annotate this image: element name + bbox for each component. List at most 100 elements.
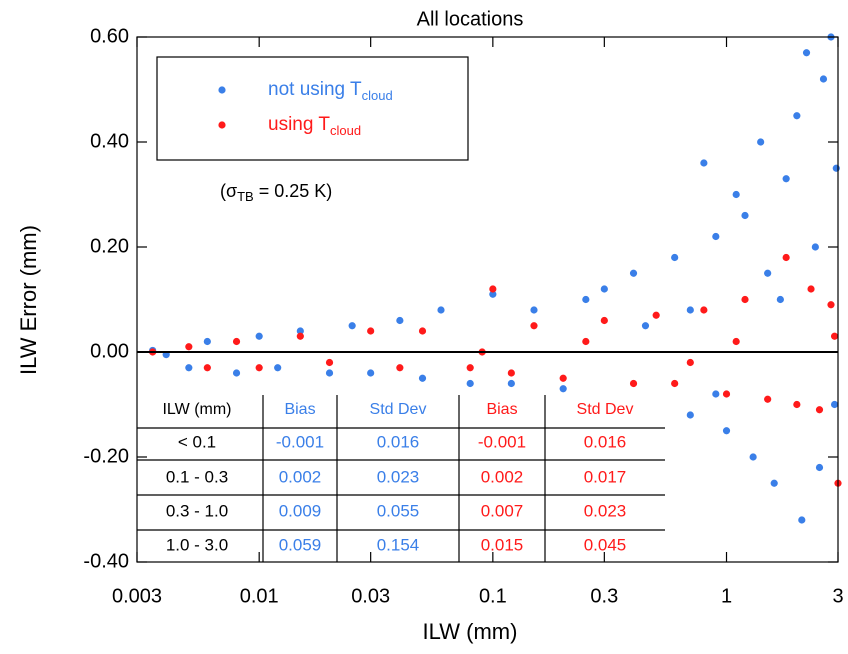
table-cell: 0.017: [584, 467, 627, 486]
point: [782, 175, 790, 183]
point: [827, 301, 835, 309]
point: [255, 364, 263, 372]
legend-subscript: cloud: [362, 88, 393, 103]
table-cell: 0.045: [584, 535, 627, 554]
table-cell: 0.023: [584, 501, 627, 520]
legend-text: using T: [268, 114, 330, 135]
points: [137, 33, 842, 524]
point: [274, 364, 282, 372]
point: [629, 379, 638, 388]
point: [600, 316, 608, 325]
point: [489, 285, 497, 293]
point: [830, 400, 839, 409]
table-cell: 0.059: [279, 535, 322, 554]
point: [559, 385, 567, 393]
table-cell: 0.023: [377, 467, 420, 486]
y-axis-label: ILW Error (mm): [16, 225, 41, 375]
table-cell: 0.1 - 0.3: [166, 467, 228, 486]
table-header: ILW (mm): [162, 401, 231, 418]
point: [185, 364, 193, 372]
point: [671, 379, 679, 388]
point: [749, 453, 757, 461]
table-cell: 1.0 - 3.0: [166, 535, 228, 554]
table-header: Std Dev: [370, 401, 427, 418]
point: [641, 322, 650, 330]
point: [418, 327, 427, 335]
point: [466, 364, 474, 372]
point: [652, 311, 660, 319]
x-tick-label: 1: [721, 585, 732, 607]
point: [367, 369, 375, 377]
point: [671, 253, 679, 262]
point: [489, 290, 497, 298]
point: [798, 516, 806, 524]
point: [700, 306, 708, 314]
point: [741, 295, 749, 304]
legend-box: [156, 56, 469, 161]
table-cell: 0.007: [481, 501, 524, 520]
point: [830, 332, 839, 340]
table-cell: 0.3 - 1.0: [166, 501, 228, 520]
point: [770, 479, 778, 487]
annotation-subscript: TB: [237, 189, 254, 204]
point: [686, 306, 694, 314]
chart-title: All locations: [417, 8, 524, 30]
table-cell: 0.002: [279, 467, 322, 486]
point: [819, 75, 828, 83]
x-tick-label: 0.3: [590, 585, 618, 607]
point: [232, 337, 241, 346]
point: [600, 285, 608, 293]
table-background: [137, 395, 665, 562]
table-cell: < 0.1: [178, 432, 216, 451]
y-tick-label: -0.20: [83, 445, 129, 467]
point: [325, 358, 334, 367]
point: [764, 269, 772, 277]
y-tick-label: -0.40: [83, 550, 129, 572]
point: [255, 332, 263, 340]
table-cell: 0.009: [279, 501, 322, 520]
y-tick-label: 0.20: [90, 235, 129, 257]
point: [559, 374, 567, 382]
y-tick-label: 0.60: [90, 25, 129, 47]
table-cell: 0.016: [377, 432, 420, 451]
point: [507, 379, 515, 388]
x-axis-label: ILW (mm): [423, 619, 518, 644]
point: [782, 253, 790, 262]
plot-frame: [136, 36, 839, 563]
point: [802, 49, 811, 57]
point: [700, 159, 708, 167]
table-header: Std Dev: [577, 401, 634, 418]
point: [732, 337, 740, 346]
legend-subscript: cloud: [330, 123, 361, 138]
point: [722, 427, 731, 435]
point: [396, 364, 404, 372]
point: [296, 327, 304, 335]
table-cell: -0.001: [276, 432, 324, 451]
point: [530, 306, 538, 314]
point: [582, 337, 590, 346]
y-tick-label: 0.00: [90, 340, 129, 362]
table-cell: -0.001: [478, 432, 526, 451]
point: [686, 411, 694, 419]
point: [722, 390, 731, 398]
point: [466, 379, 474, 388]
point: [296, 332, 304, 340]
point: [732, 190, 740, 199]
x-tick-label: 0.1: [479, 585, 507, 607]
point: [807, 285, 815, 293]
x-tick-label: 0.01: [240, 585, 279, 607]
point: [325, 369, 334, 377]
table-header: Bias: [284, 401, 315, 418]
point: [811, 243, 819, 251]
legend-label: not using Tcloud: [268, 79, 393, 103]
point: [203, 364, 211, 372]
point: [232, 369, 241, 377]
point: [764, 395, 772, 403]
legend-text: not using T: [268, 79, 362, 100]
point: [629, 269, 638, 277]
annotation: (σTB = 0.25 K): [220, 181, 332, 205]
point: [418, 374, 427, 382]
legend-marker: [218, 121, 226, 129]
